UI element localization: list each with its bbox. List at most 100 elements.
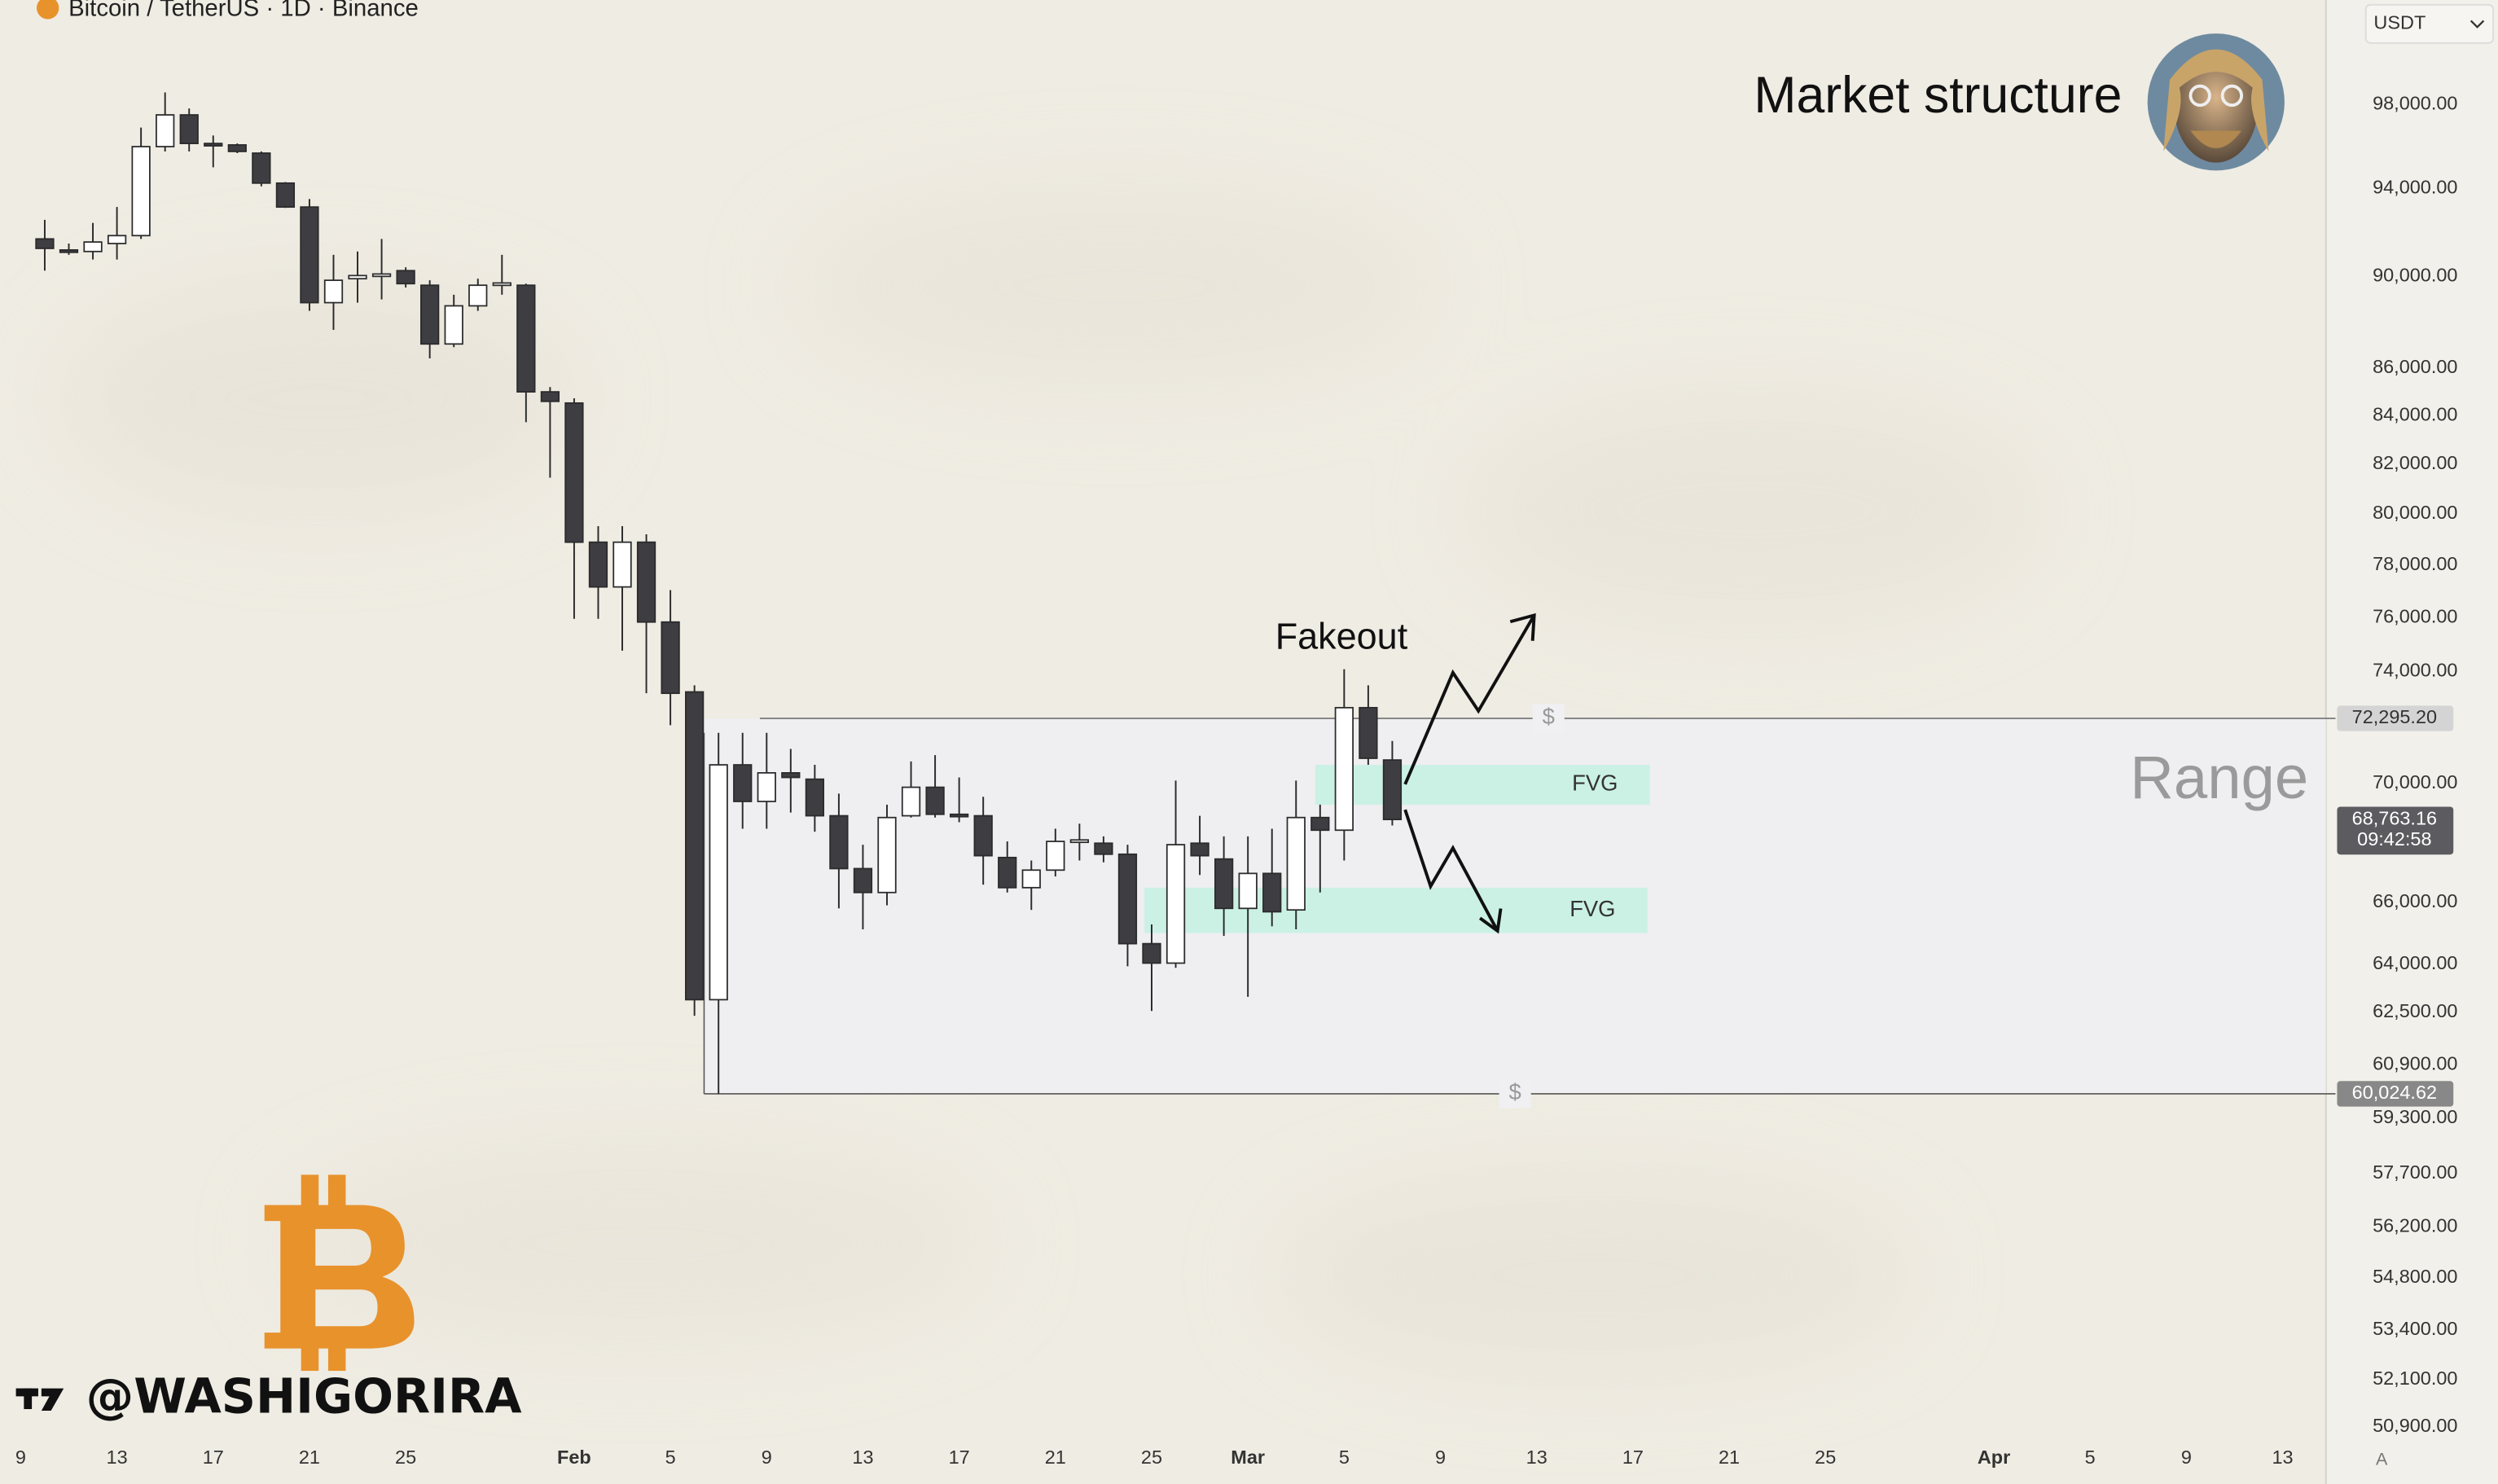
candle-body (59, 248, 79, 253)
candle-body (1190, 842, 1209, 857)
candle-body (612, 541, 632, 588)
bitcoin-logo (264, 1174, 415, 1372)
candle-body (1046, 841, 1065, 872)
candle-body (540, 391, 560, 402)
last-price-box (2337, 806, 2454, 855)
candle-body (492, 282, 511, 287)
price-axis-background (2325, 0, 2498, 1484)
candle-body (396, 270, 415, 285)
y-tick-label: 98,000.00 (2373, 92, 2457, 113)
x-tick-label: 9 (762, 1447, 772, 1468)
candle-body (709, 764, 728, 1001)
candle-body (420, 284, 440, 345)
y-tick-label: 78,000.00 (2373, 553, 2457, 574)
headline: Market structure (1754, 67, 2122, 124)
y-tick-label: 56,200.00 (2373, 1214, 2457, 1236)
y-tick-label: 57,700.00 (2373, 1161, 2457, 1183)
candle-body (925, 786, 945, 815)
candle-body (973, 814, 993, 857)
range-high-price: 72,295.20 (2352, 706, 2437, 727)
range-high-price-box (2337, 705, 2454, 731)
fvg-label: FVG (1572, 771, 1618, 796)
range-marker-bg (1532, 704, 1565, 733)
currency-box[interactable] (2364, 3, 2495, 44)
candle-body (179, 114, 199, 145)
x-tick-label: 9 (15, 1447, 26, 1468)
candle-body (1359, 706, 1378, 759)
range-label: Range (2130, 744, 2308, 811)
y-tick-label: 66,000.00 (2373, 890, 2457, 911)
x-tick-label: 25 (1815, 1447, 1836, 1468)
y-tick-label: 94,000.00 (2373, 177, 2457, 198)
x-tick-label: Apr (1978, 1447, 2010, 1468)
candle-body (1286, 816, 1306, 911)
x-tick-label: 5 (2085, 1447, 2096, 1468)
y-tick-label: 59,300.00 (2373, 1106, 2457, 1127)
x-tick-label: 9 (2181, 1447, 2192, 1468)
range-marker: $ (1543, 704, 1555, 729)
candle-body (1021, 869, 1041, 889)
x-tick-label: Feb (557, 1447, 591, 1468)
candle-body (1117, 853, 1138, 945)
x-tick-label: 21 (299, 1447, 320, 1468)
x-tick-label: 13 (107, 1447, 128, 1468)
candle-body (685, 691, 705, 1001)
bull-arrow (1403, 614, 1536, 785)
candle-body (275, 182, 296, 209)
x-tick-label: 13 (852, 1447, 873, 1468)
paper-texture (64, 191, 2039, 1372)
axis-layer: 98,000.00 94,000.00 90,000.00 86,000.00 84,0… (15, 92, 2458, 1468)
candle-body (156, 114, 175, 147)
x-tick-label: 17 (1622, 1447, 1644, 1468)
candle-body (131, 146, 151, 237)
candle-body (588, 541, 608, 588)
candle-body (998, 856, 1017, 889)
candle-body (1166, 844, 1186, 964)
x-tick-label: 21 (1719, 1447, 1740, 1468)
last-price: 68,763.16 (2352, 807, 2437, 828)
candle-body (227, 144, 247, 152)
candle-body (1334, 706, 1354, 832)
candle-body (1262, 872, 1282, 913)
y-tick-label: 80,000.00 (2373, 502, 2457, 523)
candle-body (901, 786, 921, 817)
candle-body (805, 778, 825, 817)
y-tick-label: 52,100.00 (2373, 1368, 2457, 1389)
y-tick-label: 60,900.00 (2373, 1052, 2457, 1073)
watermark: @WASHIGORIRA (86, 1368, 523, 1424)
candle-body (661, 621, 680, 695)
candle-body (853, 867, 873, 893)
range-low-price-box (2337, 1081, 2454, 1107)
tv-logo (15, 1388, 64, 1411)
candle-body (781, 772, 801, 779)
candle-body (733, 764, 753, 802)
x-tick-label: 5 (665, 1447, 676, 1468)
candle-body (1069, 839, 1089, 844)
x-tick-label: 17 (949, 1447, 970, 1468)
candle-body (83, 241, 103, 252)
candle-body (949, 813, 969, 818)
y-tick-label: 64,000.00 (2373, 952, 2457, 973)
candle-layer (35, 92, 1403, 1094)
candle-body (468, 284, 488, 307)
y-tick-label: 70,000.00 (2373, 771, 2457, 792)
candle-body (323, 279, 344, 304)
countdown: 09:42:58 (2357, 828, 2431, 850)
x-tick-label: 9 (1435, 1447, 1446, 1468)
coin-icon (36, 0, 59, 20)
currency[interactable]: USDT (2373, 12, 2426, 33)
bear-arrowhead (1478, 908, 1503, 934)
y-tick-label: 54,800.00 (2373, 1266, 2457, 1287)
candle-body (204, 143, 223, 147)
candle-body (564, 402, 584, 543)
auto-scale[interactable]: A (2376, 1449, 2388, 1469)
y-tick-label: 90,000.00 (2373, 264, 2457, 285)
y-tick-label: 50,900.00 (2373, 1415, 2457, 1436)
candle-body (1310, 816, 1330, 832)
candle-body (252, 152, 271, 184)
candle-body (757, 772, 776, 802)
avatar (2147, 33, 2285, 171)
candle-body (1238, 872, 1258, 910)
